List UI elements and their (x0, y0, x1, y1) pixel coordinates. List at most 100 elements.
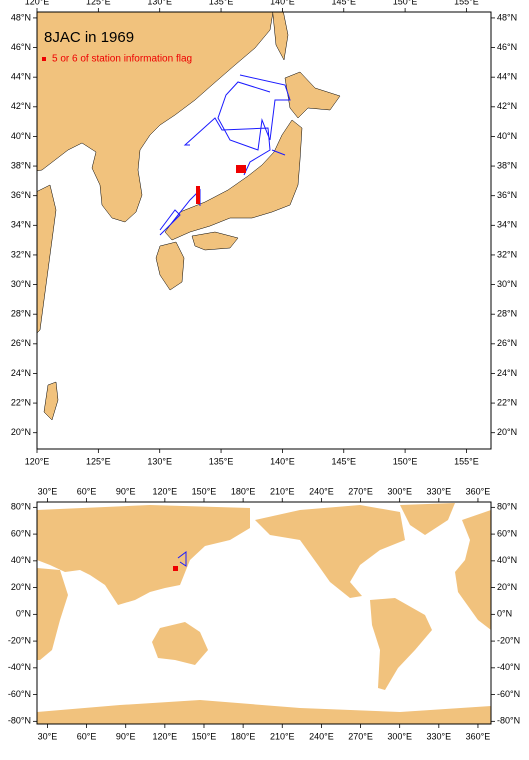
lat-tick-label: 40°N (11, 555, 31, 565)
cruise-track (159, 74, 291, 236)
lat-tick-label: 28°N (497, 309, 517, 319)
lat-tick-label: 42°N (497, 101, 517, 111)
lat-tick-label: 36°N (11, 190, 31, 200)
lon-tick-label: 120°E (25, 0, 50, 6)
lon-tick-label: 240°E (309, 486, 334, 496)
europe-africa-west (455, 510, 491, 630)
lon-tick-label: 300°E (387, 731, 412, 741)
lat-tick-label: 20°N (497, 427, 517, 437)
lon-tick-label: 270°E (348, 731, 373, 741)
lon-tick-label: 330°E (427, 486, 452, 496)
lon-tick-label: 270°E (348, 486, 373, 496)
lon-tick-label: 360°E (466, 731, 491, 741)
lat-tick-label: 24°N (497, 368, 517, 378)
lon-tick-label: 90°E (116, 486, 136, 496)
regional-map (37, 12, 341, 421)
lon-tick-label: 140°E (270, 456, 295, 466)
lon-tick-label: 360°E (466, 486, 491, 496)
lon-tick-label: 155°E (454, 456, 479, 466)
lat-tick-label: 34°N (11, 220, 31, 230)
lon-tick-label: 145°E (331, 456, 356, 466)
lon-tick-label: 145°E (331, 0, 356, 6)
legend-swatch (42, 57, 46, 61)
lon-tick-label: 30°E (38, 486, 58, 496)
lon-tick-label: 210°E (270, 731, 295, 741)
lon-tick-label: 120°E (153, 486, 178, 496)
lat-tick-label: 42°N (11, 101, 31, 111)
lon-tick-label: 180°E (231, 486, 256, 496)
lat-tick-label: -20°N (8, 635, 31, 645)
lat-tick-label: -60°N (497, 689, 520, 699)
world-frame (36, 501, 492, 725)
lon-tick-label: 130°E (147, 0, 172, 6)
lon-tick-label: 150°E (192, 731, 217, 741)
flag-stations (236, 165, 246, 173)
north-america (255, 505, 405, 598)
taiwan (43, 381, 59, 421)
lon-tick-label: 120°E (25, 456, 50, 466)
lon-tick-label: 150°E (393, 0, 418, 6)
lat-tick-label: 48°N (11, 12, 31, 22)
lat-tick-label: 30°N (497, 279, 517, 289)
lat-tick-label: 34°N (497, 220, 517, 230)
lon-tick-label: 140°E (270, 0, 295, 6)
lat-tick-label: 32°N (497, 249, 517, 259)
south-america (370, 598, 432, 690)
lon-tick-label: 125°E (86, 0, 111, 6)
honshu (164, 119, 303, 241)
hokkaido (284, 71, 341, 119)
lat-tick-label: 38°N (11, 160, 31, 170)
title: 8JAC in 1969 (44, 29, 134, 46)
lat-tick-label: 44°N (11, 72, 31, 82)
lat-tick-label: -80°N (8, 716, 31, 726)
lat-tick-label: -80°N (497, 716, 520, 726)
shikoku (191, 231, 239, 251)
china-coast (37, 184, 57, 334)
lat-tick-label: 36°N (497, 190, 517, 200)
lat-tick-label: 60°N (497, 528, 517, 538)
lon-tick-label: 240°E (309, 731, 334, 741)
cruise-track-world (177, 551, 187, 567)
world-map (37, 503, 491, 724)
lon-tick-label: 300°E (387, 486, 412, 496)
lat-tick-label: 0°N (497, 609, 512, 619)
lat-tick-label: -40°N (8, 662, 31, 672)
lon-tick-label: 60°E (77, 486, 97, 496)
eurasia (37, 505, 250, 605)
lat-tick-label: 46°N (11, 42, 31, 52)
africa-east (37, 568, 68, 660)
lon-tick-label: 150°E (393, 456, 418, 466)
lat-tick-label: -40°N (497, 662, 520, 672)
lon-tick-label: 90°E (116, 731, 136, 741)
flag-stations (173, 566, 178, 571)
lat-tick-label: 26°N (497, 338, 517, 348)
greenland (400, 503, 455, 535)
lat-tick-label: 46°N (497, 42, 517, 52)
lat-tick-label: 38°N (497, 160, 517, 170)
lon-tick-label: 135°E (209, 0, 234, 6)
lon-tick-label: 30°E (38, 731, 58, 741)
lat-tick-label: 60°N (11, 528, 31, 538)
lon-tick-label: 135°E (209, 456, 234, 466)
lon-tick-label: 155°E (454, 0, 479, 6)
lat-tick-label: 44°N (497, 72, 517, 82)
kyushu (155, 241, 185, 291)
lat-tick-label: 28°N (11, 309, 31, 319)
antarctica (37, 700, 491, 724)
lat-tick-label: 40°N (11, 131, 31, 141)
lat-tick-label: 22°N (497, 397, 517, 407)
lat-tick-label: -20°N (497, 635, 520, 645)
regional-frame (36, 11, 492, 450)
lon-tick-label: 210°E (270, 486, 295, 496)
lat-tick-label: 26°N (11, 338, 31, 348)
lon-tick-label: 330°E (427, 731, 452, 741)
asia-mainland (37, 12, 274, 223)
lon-tick-label: 120°E (153, 731, 178, 741)
lat-tick-label: 48°N (497, 12, 517, 22)
lon-tick-label: 60°E (77, 731, 97, 741)
lat-tick-label: 20°N (497, 582, 517, 592)
lat-tick-label: 40°N (497, 555, 517, 565)
legend-label: 5 or 6 of station information flag (52, 54, 192, 65)
flag-stations (196, 186, 200, 204)
